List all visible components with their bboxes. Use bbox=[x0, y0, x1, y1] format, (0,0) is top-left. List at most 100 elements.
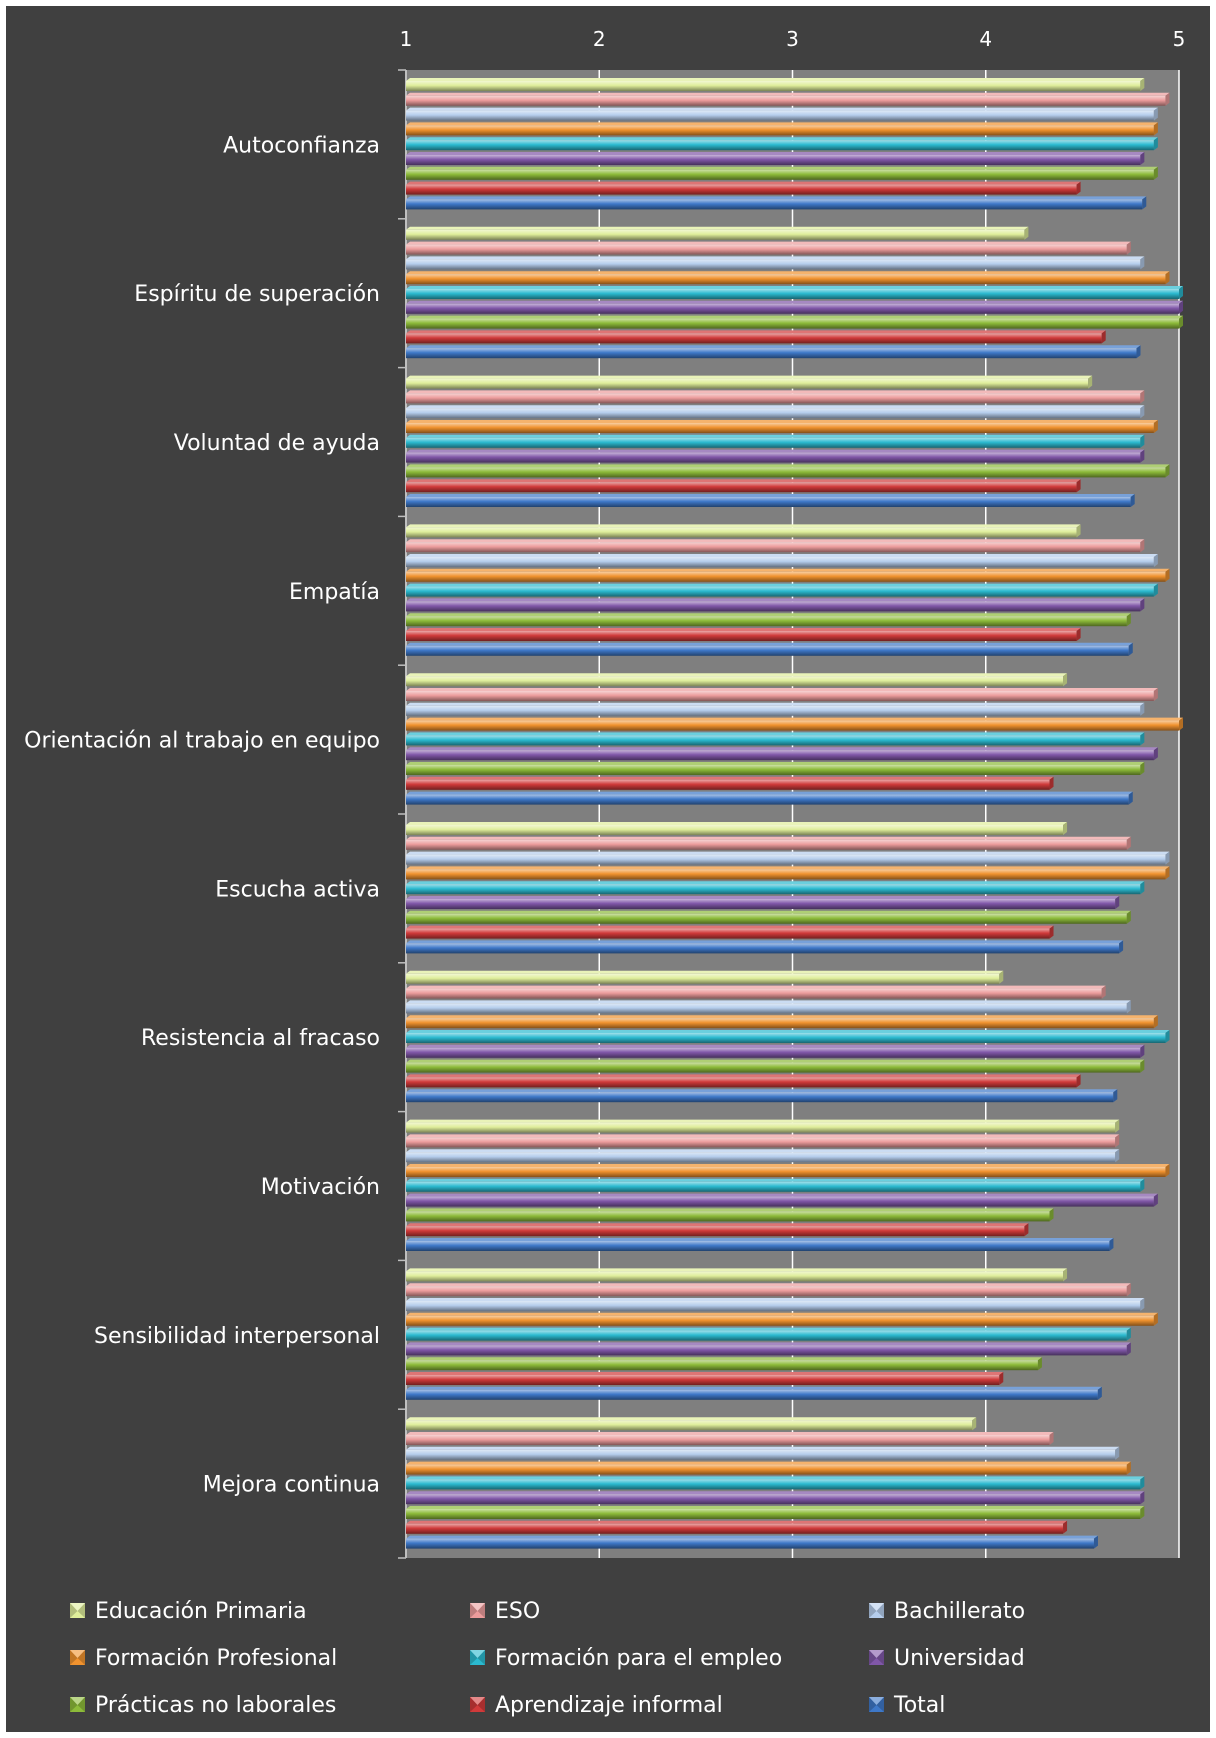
legend-swatch bbox=[869, 1697, 884, 1712]
bar-sensibilidad-interpersonal-total bbox=[406, 1386, 1102, 1400]
bar-autoconfianza-total bbox=[406, 196, 1147, 210]
x-tick-label: 1 bbox=[400, 27, 413, 51]
x-tick-label: 3 bbox=[786, 27, 799, 51]
bar-motivacion-universidad bbox=[406, 1193, 1158, 1207]
legend-label: Formación para el empleo bbox=[495, 1646, 782, 1671]
bar-escucha-activa-aprendizaje-informal bbox=[406, 925, 1054, 939]
legend-swatch bbox=[470, 1603, 485, 1618]
bar-escucha-activa-formacion-para-el-empleo bbox=[406, 881, 1145, 895]
bar-motivacion-total bbox=[406, 1238, 1114, 1251]
legend-label: Total bbox=[893, 1693, 945, 1718]
bar-mejora-continua-bachillerato bbox=[406, 1446, 1120, 1460]
category-label: Resistencia al fracaso bbox=[141, 1026, 380, 1051]
x-tick-label: 2 bbox=[593, 27, 606, 51]
bar-mejora-continua-educacion-primaria bbox=[406, 1417, 977, 1431]
bar-escucha-activa-eso bbox=[406, 836, 1131, 850]
bar-orientacion-al-trabajo-en-equipo-universidad bbox=[406, 747, 1158, 761]
x-tick-label: 4 bbox=[979, 27, 992, 51]
legend: Educación Primaria ESO Bachillerato Formaci… bbox=[70, 1599, 1025, 1718]
bar-espiritu-de-superacion-formacion-profesional bbox=[406, 271, 1170, 285]
legend-swatch bbox=[470, 1697, 485, 1712]
bar-voluntad-de-ayuda-formacion-para-el-empleo bbox=[406, 434, 1145, 448]
bar-mejora-continua-formacion-profesional bbox=[406, 1461, 1131, 1475]
bar-espiritu-de-superacion-aprendizaje-informal bbox=[406, 330, 1106, 344]
bar-resistencia-al-fracaso-educacion-primaria bbox=[406, 970, 1004, 984]
bar-voluntad-de-ayuda-eso bbox=[406, 390, 1145, 404]
bar-orientacion-al-trabajo-en-equipo-bachillerato bbox=[406, 702, 1145, 716]
legend-swatch bbox=[70, 1697, 85, 1712]
bar-sensibilidad-interpersonal-formacion-para-el-empleo bbox=[406, 1327, 1131, 1341]
bar-orientacion-al-trabajo-en-equipo-educacion-primaria bbox=[406, 673, 1068, 687]
bar-empatia-eso bbox=[406, 539, 1145, 553]
bar-espiritu-de-superacion-formacion-para-el-empleo bbox=[406, 286, 1183, 299]
bar-autoconfianza-eso bbox=[406, 92, 1170, 106]
bar-voluntad-de-ayuda-universidad bbox=[406, 449, 1145, 463]
bar-orientacion-al-trabajo-en-equipo-total bbox=[406, 791, 1133, 805]
legend-item-bachillerato: Bachillerato bbox=[869, 1599, 1025, 1624]
bar-motivacion-eso bbox=[406, 1134, 1120, 1148]
bar-resistencia-al-fracaso-practicas-no-laborales bbox=[406, 1059, 1145, 1073]
bar-resistencia-al-fracaso-formacion-para-el-empleo bbox=[406, 1030, 1170, 1043]
bar-escucha-activa-bachillerato bbox=[406, 851, 1170, 865]
category-label: Sensibilidad interpersonal bbox=[94, 1324, 380, 1349]
bar-autoconfianza-practicas-no-laborales bbox=[406, 166, 1158, 180]
bar-motivacion-educacion-primaria bbox=[406, 1119, 1120, 1133]
bar-mejora-continua-eso bbox=[406, 1432, 1054, 1445]
x-tick-label: 5 bbox=[1173, 27, 1186, 51]
bar-motivacion-aprendizaje-informal bbox=[406, 1223, 1029, 1237]
bar-sensibilidad-interpersonal-eso bbox=[406, 1283, 1131, 1297]
bar-sensibilidad-interpersonal-bachillerato bbox=[406, 1298, 1145, 1311]
bar-espiritu-de-superacion-eso bbox=[406, 241, 1131, 255]
bar-resistencia-al-fracaso-bachillerato bbox=[406, 1000, 1131, 1014]
legend-swatch bbox=[70, 1650, 85, 1665]
category-label: Voluntad de ayuda bbox=[174, 431, 380, 456]
legend-swatch bbox=[869, 1603, 884, 1618]
bar-escucha-activa-educacion-primaria bbox=[406, 822, 1068, 835]
bar-motivacion-practicas-no-laborales bbox=[406, 1208, 1054, 1222]
legend-item-formacion-profesional: Formación Profesional bbox=[70, 1646, 337, 1671]
bar-espiritu-de-superacion-bachillerato bbox=[406, 256, 1145, 270]
legend-label: Bachillerato bbox=[894, 1599, 1025, 1624]
legend-swatch bbox=[869, 1650, 884, 1665]
bar-empatia-formacion-profesional bbox=[406, 568, 1170, 582]
bar-voluntad-de-ayuda-aprendizaje-informal bbox=[406, 479, 1081, 493]
bar-orientacion-al-trabajo-en-equipo-formacion-profesional bbox=[406, 717, 1183, 731]
bar-empatia-bachillerato bbox=[406, 554, 1158, 567]
legend-label: Formación Profesional bbox=[95, 1646, 337, 1671]
legend-label: Universidad bbox=[894, 1646, 1025, 1671]
legend-item-practicas-no-laborales: Prácticas no laborales bbox=[70, 1693, 336, 1718]
bar-autoconfianza-educacion-primaria bbox=[406, 78, 1145, 91]
bar-mejora-continua-universidad bbox=[406, 1491, 1145, 1505]
category-label: Motivación bbox=[261, 1175, 380, 1200]
bar-voluntad-de-ayuda-educacion-primaria bbox=[406, 375, 1093, 389]
legend-item-aprendizaje-informal: Aprendizaje informal bbox=[470, 1693, 723, 1718]
legend-label: Aprendizaje informal bbox=[495, 1693, 723, 1718]
bar-voluntad-de-ayuda-bachillerato bbox=[406, 405, 1145, 419]
bar-autoconfianza-aprendizaje-informal bbox=[406, 181, 1081, 195]
bar-mejora-continua-aprendizaje-informal bbox=[406, 1520, 1068, 1534]
bar-sensibilidad-interpersonal-universidad bbox=[406, 1342, 1131, 1356]
bar-autoconfianza-formacion-profesional bbox=[406, 122, 1158, 136]
bar-escucha-activa-universidad bbox=[406, 896, 1120, 909]
bar-sensibilidad-interpersonal-aprendizaje-informal bbox=[406, 1372, 1004, 1385]
bar-espiritu-de-superacion-educacion-primaria bbox=[406, 226, 1029, 240]
category-label: Mejora continua bbox=[203, 1473, 380, 1498]
bar-espiritu-de-superacion-total bbox=[406, 345, 1141, 359]
bar-orientacion-al-trabajo-en-equipo-practicas-no-laborales bbox=[406, 762, 1145, 775]
legend-label: ESO bbox=[495, 1599, 540, 1624]
bar-mejora-continua-practicas-no-laborales bbox=[406, 1506, 1145, 1519]
legend-swatch bbox=[70, 1603, 85, 1618]
legend-label: Educación Primaria bbox=[95, 1599, 307, 1624]
bar-autoconfianza-formacion-para-el-empleo bbox=[406, 137, 1158, 151]
bar-motivacion-formacion-profesional bbox=[406, 1164, 1170, 1177]
bar-autoconfianza-universidad bbox=[406, 152, 1145, 165]
bar-resistencia-al-fracaso-formacion-profesional bbox=[406, 1015, 1158, 1029]
legend-label: Prácticas no laborales bbox=[95, 1693, 336, 1718]
bar-empatia-universidad bbox=[406, 598, 1145, 612]
bar-espiritu-de-superacion-practicas-no-laborales bbox=[406, 315, 1183, 329]
bar-empatia-educacion-primaria bbox=[406, 524, 1081, 538]
bar-autoconfianza-bachillerato bbox=[406, 107, 1158, 121]
bar-empatia-practicas-no-laborales bbox=[406, 613, 1131, 627]
bar-motivacion-bachillerato bbox=[406, 1149, 1120, 1163]
